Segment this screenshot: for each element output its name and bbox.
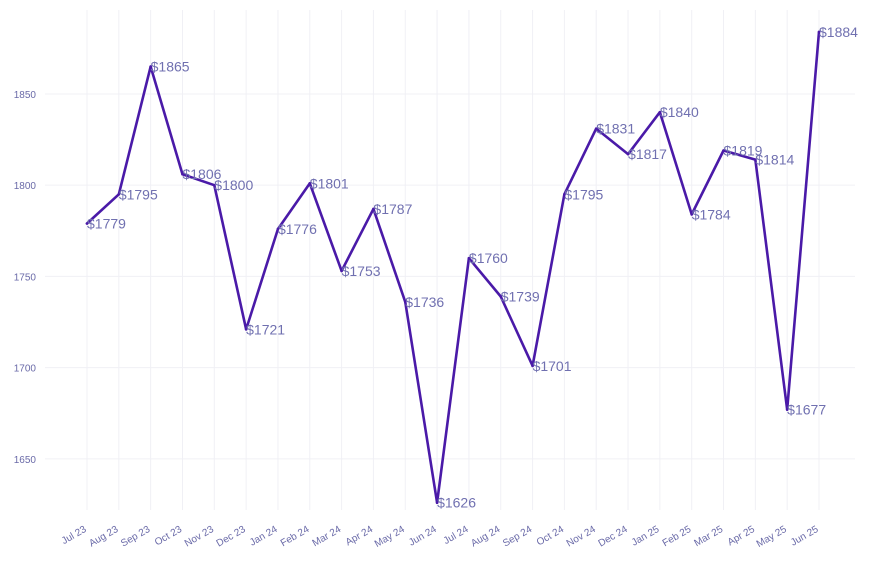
data-point — [754, 158, 757, 161]
data-point — [181, 172, 184, 176]
data-label: $1784 — [692, 206, 731, 222]
x-tick-label: Aug 23 — [87, 524, 120, 550]
x-tick-label: Jun 25 — [789, 524, 821, 549]
x-tick-label: Sep 24 — [501, 524, 534, 550]
data-label: $1817 — [628, 146, 667, 162]
data-label: $1840 — [660, 104, 699, 120]
grid — [45, 10, 855, 510]
data-point — [149, 65, 152, 68]
data-label: $1701 — [533, 358, 572, 374]
data-point — [499, 295, 503, 298]
x-tick-label: Nov 24 — [565, 524, 598, 550]
data-point — [85, 222, 89, 225]
data-point — [467, 256, 471, 260]
x-tick-label: Apr 25 — [726, 524, 757, 548]
data-label: $1795 — [564, 186, 603, 202]
x-tick-label: Feb 25 — [661, 524, 694, 549]
data-point — [785, 408, 789, 411]
data-point — [690, 213, 693, 216]
y-tick-label: 1650 — [14, 455, 37, 466]
x-tick-label: Jun 24 — [407, 524, 439, 549]
x-tick-label: Aug 24 — [469, 524, 502, 550]
data-point — [340, 269, 343, 273]
data-point — [244, 328, 248, 331]
data-label: $1884 — [819, 24, 858, 40]
data-label: $1779 — [87, 216, 126, 232]
x-tick-label: May 25 — [755, 524, 789, 550]
data-point — [117, 193, 121, 196]
data-label: $1776 — [278, 221, 317, 237]
x-tick-label: Sep 23 — [119, 524, 152, 550]
x-tick-label: Jan 24 — [248, 524, 280, 549]
series — [85, 30, 821, 505]
data-label: $1806 — [182, 166, 221, 182]
data-point — [308, 182, 312, 185]
data-label: $1753 — [342, 263, 381, 279]
y-tick-label: 1800 — [14, 181, 37, 192]
data-point — [817, 30, 821, 34]
data-labels: $1779 $1795 $1865 $1806$1800 $1721 $1776 $1801… — [87, 24, 858, 511]
data-label: $1787 — [373, 201, 412, 217]
data-label: $1819 — [724, 143, 763, 159]
data-label: $1626 — [437, 495, 476, 511]
data-point — [722, 149, 725, 152]
x-tick-label: Mar 25 — [693, 524, 726, 549]
x-tick-label: Nov 23 — [183, 524, 216, 550]
data-label: $1865 — [151, 59, 190, 75]
x-tick-label: May 24 — [373, 524, 407, 550]
x-tick-label: Apr 24 — [344, 524, 375, 548]
data-point — [435, 501, 439, 505]
data-label: $1801 — [310, 175, 349, 191]
y-axis: 1650 1700 1750 1800 1850 — [14, 90, 37, 466]
data-label: $1795 — [119, 186, 158, 202]
data-label: $1814 — [755, 152, 794, 168]
data-point — [658, 110, 662, 114]
data-label: $1760 — [469, 250, 508, 266]
x-tick-label: Dec 24 — [597, 524, 630, 550]
y-tick-label: 1750 — [14, 272, 37, 283]
x-tick-label: Oct 23 — [153, 524, 184, 548]
data-label: $1800 — [214, 177, 253, 193]
data-label: $1736 — [405, 294, 444, 310]
data-label: $1739 — [501, 288, 540, 304]
x-tick-label: Feb 24 — [279, 524, 312, 549]
x-tick-label: Jul 24 — [442, 524, 471, 547]
data-point — [531, 364, 534, 368]
data-label: $1831 — [596, 121, 635, 137]
x-tick-label: Mar 24 — [311, 524, 344, 549]
y-tick-label: 1700 — [14, 364, 37, 375]
series-line — [85, 30, 821, 505]
data-point — [626, 152, 630, 156]
data-label: $1677 — [787, 402, 826, 418]
x-tick-label: Dec 23 — [215, 524, 248, 550]
data-point — [403, 300, 407, 304]
data-point — [372, 207, 375, 211]
x-tick-label: Jul 23 — [60, 524, 89, 547]
x-tick-label: Jan 25 — [630, 524, 662, 549]
data-point — [213, 183, 216, 187]
data-point — [276, 227, 280, 231]
x-tick-label: Oct 24 — [535, 524, 566, 548]
data-label: $1721 — [246, 321, 285, 337]
y-tick-label: 1850 — [14, 90, 37, 101]
data-point — [563, 193, 566, 196]
data-point — [594, 127, 598, 130]
